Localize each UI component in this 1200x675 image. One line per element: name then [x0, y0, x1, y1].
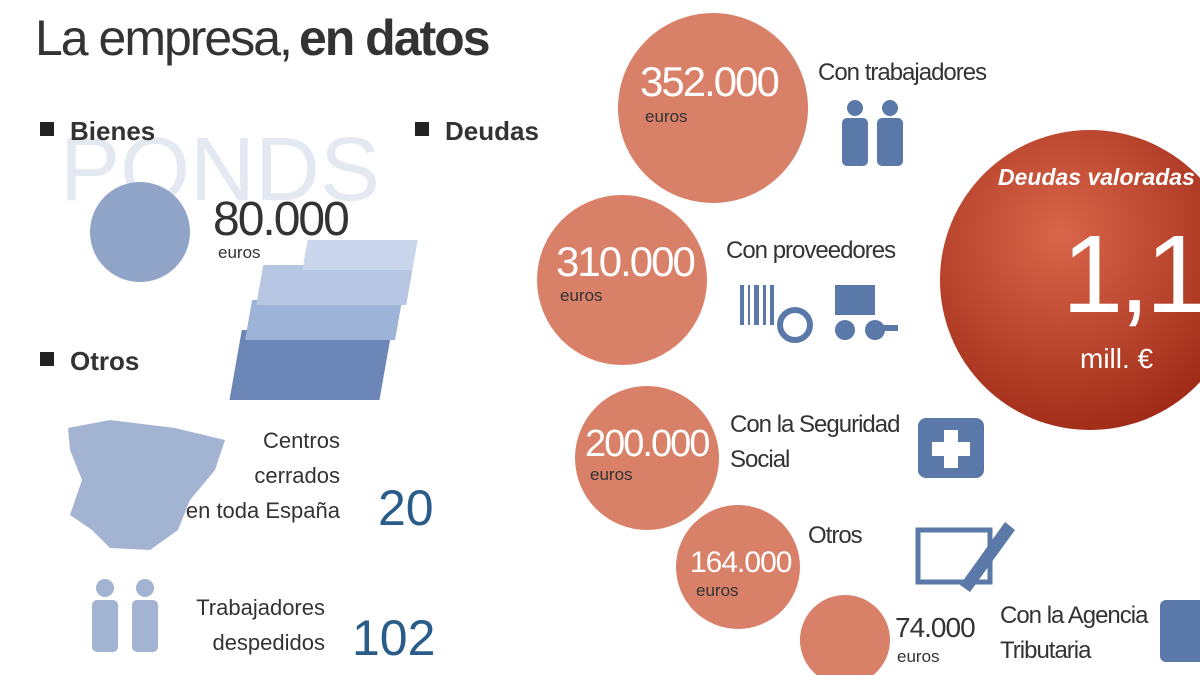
- item-label: Con la Agencia: [1000, 602, 1149, 629]
- item-label: cerrados: [254, 463, 340, 488]
- item-label: Social: [730, 446, 789, 473]
- tax-icon: [915, 522, 1015, 592]
- unit: euros: [645, 107, 688, 126]
- item-label: Centros: [263, 428, 340, 453]
- bubble: [575, 386, 719, 530]
- bullet: [40, 122, 54, 136]
- workers-icon: [842, 100, 903, 166]
- item-label: Con trabajadores: [818, 59, 987, 86]
- bubble: [90, 182, 190, 282]
- bubble: [800, 595, 890, 675]
- unit: euros: [590, 465, 633, 484]
- bubble: [537, 195, 707, 365]
- total-unit: mill. €: [1080, 343, 1154, 374]
- item-label: Tributaria: [1000, 637, 1092, 664]
- title-light: La empresa,: [35, 10, 291, 66]
- item-value: 102: [352, 610, 435, 666]
- total-bubble: [940, 130, 1200, 430]
- title: La empresa, en datos: [35, 10, 489, 66]
- bubble: [618, 13, 808, 203]
- item-label: despedidos: [212, 630, 325, 655]
- amount: 74.000: [895, 612, 975, 643]
- item-value: 20: [378, 480, 434, 536]
- item-label: Con proveedores: [726, 237, 896, 264]
- briefcase-icon: [1160, 600, 1200, 662]
- item-label: en toda España: [186, 498, 341, 523]
- section-label: Bienes: [70, 116, 155, 146]
- amount: 164.000: [690, 546, 792, 579]
- total-value: 1,1: [1062, 213, 1200, 336]
- bullet: [415, 122, 429, 136]
- amount: 80.000: [213, 193, 348, 246]
- unit: euros: [696, 581, 739, 600]
- unit: euros: [897, 647, 940, 666]
- item-label: Trabajadores: [196, 595, 325, 620]
- bubble: [676, 505, 800, 629]
- amount: 352.000: [640, 58, 778, 105]
- bullet: [40, 352, 54, 366]
- total-label: Deudas valoradas: [998, 164, 1195, 190]
- medical-icon: [918, 418, 984, 478]
- title-bold: en datos: [299, 10, 489, 66]
- unit: euros: [560, 286, 603, 305]
- amount: 200.000: [585, 423, 709, 465]
- item-label: Otros: [808, 522, 863, 549]
- unit: euros: [218, 243, 261, 262]
- workers-icon: [92, 579, 158, 652]
- supplier-icons: [740, 285, 898, 343]
- spain-map: [68, 420, 225, 550]
- section-label: Deudas: [445, 116, 539, 146]
- money-icon: [229, 240, 418, 400]
- section-label: Otros: [70, 346, 139, 376]
- amount: 310.000: [556, 238, 694, 285]
- item-label: Con la Seguridad: [730, 411, 899, 438]
